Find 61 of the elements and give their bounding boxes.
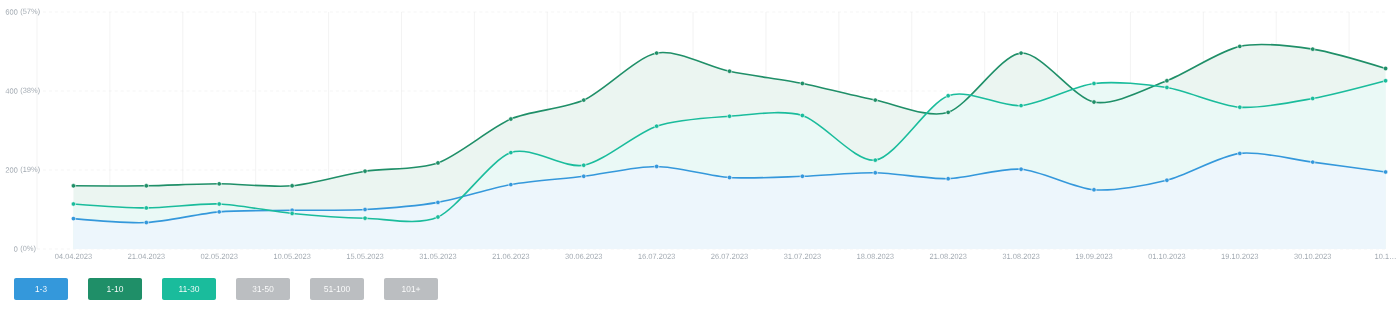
point xyxy=(1018,50,1024,56)
point xyxy=(143,220,149,226)
point xyxy=(508,116,514,122)
point xyxy=(362,168,368,174)
point xyxy=(435,214,441,220)
point xyxy=(654,123,660,129)
point xyxy=(1018,166,1024,172)
point xyxy=(70,183,76,189)
point xyxy=(1091,99,1097,105)
point xyxy=(945,109,951,115)
point xyxy=(872,157,878,163)
point xyxy=(435,199,441,205)
point xyxy=(143,205,149,211)
point xyxy=(216,209,222,215)
point xyxy=(1091,81,1097,86)
point xyxy=(1237,150,1243,156)
point xyxy=(872,97,878,103)
text: 31-50 xyxy=(252,286,274,292)
point xyxy=(362,207,368,212)
text: 1-10 xyxy=(107,286,124,292)
point xyxy=(1164,84,1170,90)
point xyxy=(1383,65,1389,71)
point xyxy=(799,112,805,118)
point xyxy=(1164,177,1170,183)
point xyxy=(143,183,149,189)
point xyxy=(727,113,733,119)
point xyxy=(508,182,514,188)
point xyxy=(654,163,660,169)
point xyxy=(70,201,76,207)
point xyxy=(216,181,222,187)
point xyxy=(70,216,76,222)
point xyxy=(1383,169,1389,175)
point xyxy=(581,97,587,103)
point xyxy=(799,173,805,179)
point xyxy=(362,215,368,221)
point xyxy=(508,150,514,156)
point xyxy=(289,183,295,189)
point xyxy=(1310,46,1316,52)
point xyxy=(727,68,733,74)
point xyxy=(1310,96,1316,102)
point xyxy=(799,81,805,86)
point xyxy=(1164,78,1170,84)
point xyxy=(654,50,660,56)
point xyxy=(945,176,951,182)
point xyxy=(435,160,441,166)
point xyxy=(945,93,951,99)
text: 1-3 xyxy=(35,286,47,292)
point xyxy=(216,201,222,207)
point xyxy=(581,162,587,168)
point xyxy=(1091,187,1097,193)
point xyxy=(727,175,733,181)
point xyxy=(1383,78,1389,84)
text: 11-30 xyxy=(179,286,200,292)
point xyxy=(1237,104,1243,110)
point xyxy=(872,170,878,176)
point xyxy=(581,173,587,179)
text: 101+ xyxy=(402,286,421,292)
point xyxy=(1310,159,1316,165)
point xyxy=(1018,103,1024,109)
text: 51-100 xyxy=(324,286,350,292)
point xyxy=(1237,43,1243,49)
